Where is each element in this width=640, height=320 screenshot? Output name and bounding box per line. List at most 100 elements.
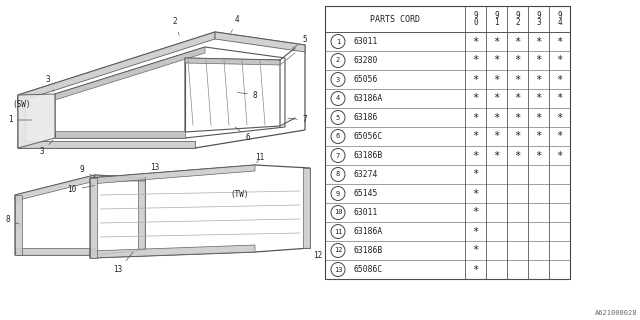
Polygon shape (90, 178, 97, 258)
Text: *: * (556, 93, 563, 103)
Text: 0: 0 (473, 18, 478, 27)
Text: *: * (493, 113, 500, 123)
Text: *: * (472, 55, 479, 66)
Text: 9: 9 (536, 11, 541, 20)
Text: 63280: 63280 (353, 56, 378, 65)
Text: *: * (536, 113, 541, 123)
Text: *: * (472, 170, 479, 180)
Text: 63186: 63186 (353, 113, 378, 122)
Text: *: * (472, 93, 479, 103)
Text: *: * (515, 113, 520, 123)
Polygon shape (90, 245, 255, 258)
Polygon shape (18, 95, 25, 148)
Text: *: * (472, 36, 479, 46)
Text: (SW): (SW) (12, 100, 31, 109)
Bar (325, 6, 570, 279)
Polygon shape (303, 168, 310, 248)
Text: 5: 5 (292, 36, 307, 48)
Text: 3: 3 (336, 76, 340, 83)
Text: 12: 12 (310, 248, 323, 260)
Text: *: * (493, 93, 500, 103)
Text: 63186B: 63186B (353, 246, 382, 255)
Text: *: * (493, 36, 500, 46)
Text: *: * (536, 36, 541, 46)
Polygon shape (185, 58, 280, 65)
Polygon shape (55, 131, 185, 138)
Text: *: * (472, 227, 479, 236)
Text: 63186A: 63186A (353, 94, 382, 103)
Text: 11: 11 (333, 228, 342, 235)
Polygon shape (15, 175, 95, 201)
Text: *: * (472, 113, 479, 123)
Text: 3: 3 (45, 76, 54, 92)
Text: *: * (536, 75, 541, 84)
Text: 12: 12 (333, 247, 342, 253)
Text: *: * (515, 132, 520, 141)
Text: 1: 1 (494, 18, 499, 27)
Text: 9: 9 (557, 11, 562, 20)
Text: 3: 3 (40, 140, 53, 156)
Text: *: * (493, 55, 500, 66)
Text: 9: 9 (473, 11, 478, 20)
Text: 9: 9 (336, 190, 340, 196)
Text: 1: 1 (336, 38, 340, 44)
Text: 65145: 65145 (353, 189, 378, 198)
Polygon shape (18, 141, 195, 148)
Text: 9: 9 (494, 11, 499, 20)
Polygon shape (55, 47, 205, 100)
Text: *: * (515, 93, 520, 103)
Text: *: * (493, 132, 500, 141)
Text: 2: 2 (336, 58, 340, 63)
Text: 8: 8 (6, 215, 19, 225)
Text: 4: 4 (231, 15, 239, 33)
Text: *: * (556, 75, 563, 84)
Text: 63274: 63274 (353, 170, 378, 179)
Text: *: * (472, 150, 479, 161)
Text: *: * (472, 265, 479, 275)
Text: 9: 9 (80, 165, 95, 177)
Text: 10: 10 (67, 186, 94, 195)
Text: *: * (472, 132, 479, 141)
Polygon shape (15, 248, 95, 255)
Text: 65056: 65056 (353, 75, 378, 84)
Polygon shape (18, 32, 215, 102)
Text: *: * (556, 36, 563, 46)
Text: 13: 13 (145, 164, 159, 178)
Polygon shape (215, 32, 305, 52)
Text: 13: 13 (333, 267, 342, 273)
Text: *: * (515, 150, 520, 161)
Text: *: * (472, 188, 479, 198)
Text: 1: 1 (8, 116, 32, 124)
Text: *: * (515, 75, 520, 84)
Text: *: * (536, 150, 541, 161)
Polygon shape (15, 195, 22, 255)
Text: *: * (556, 150, 563, 161)
Text: *: * (493, 150, 500, 161)
Text: 3: 3 (536, 18, 541, 27)
Text: 63011: 63011 (353, 37, 378, 46)
Text: 11: 11 (255, 154, 264, 163)
Text: 7: 7 (336, 153, 340, 158)
Text: 63186B: 63186B (353, 151, 382, 160)
Text: *: * (515, 55, 520, 66)
Text: 4: 4 (336, 95, 340, 101)
Polygon shape (138, 178, 145, 250)
Text: 63011: 63011 (353, 208, 378, 217)
Text: PARTS CORD: PARTS CORD (370, 14, 420, 23)
Text: *: * (556, 55, 563, 66)
Polygon shape (90, 165, 255, 184)
Text: 65056C: 65056C (353, 132, 382, 141)
Polygon shape (18, 94, 55, 148)
Text: 2: 2 (515, 18, 520, 27)
Text: *: * (472, 75, 479, 84)
Text: *: * (536, 132, 541, 141)
Text: 2: 2 (173, 18, 179, 35)
Text: 8: 8 (237, 91, 257, 100)
Text: 6: 6 (336, 133, 340, 140)
Text: *: * (536, 93, 541, 103)
Text: 6: 6 (235, 127, 250, 142)
Text: 63186A: 63186A (353, 227, 382, 236)
Text: 65086C: 65086C (353, 265, 382, 274)
Text: 13: 13 (113, 252, 133, 275)
Text: A621000028: A621000028 (595, 310, 637, 316)
